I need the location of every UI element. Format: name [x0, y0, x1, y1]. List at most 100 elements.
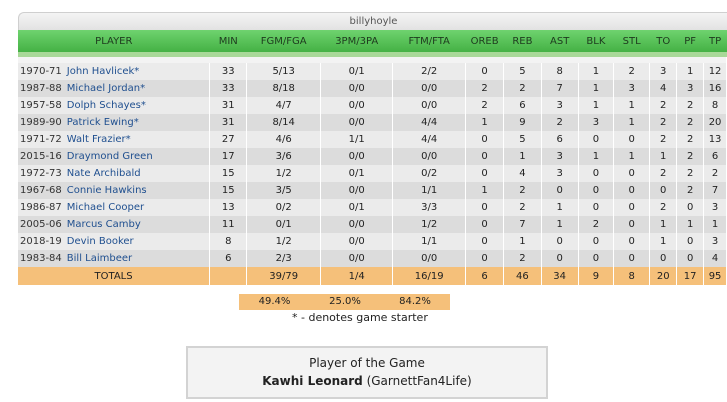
col-header-stl[interactable]: STL: [613, 30, 650, 57]
stat-to: 1: [649, 216, 678, 233]
stat-blk: 0: [578, 182, 615, 199]
table-spacer: [18, 54, 727, 63]
player-link[interactable]: John Havlicek*: [66, 66, 140, 77]
stat-stl: 0: [613, 165, 651, 182]
potg-player-name: Kawhi Leonard: [262, 374, 363, 388]
player-cell: 1987-88 Michael Jordan*: [18, 80, 211, 97]
stat-ast: 3: [541, 165, 579, 182]
stat-stl: 2: [613, 63, 651, 80]
season-label: 1983-84: [20, 253, 62, 264]
col-header-min[interactable]: MIN: [209, 30, 247, 57]
col-header-to[interactable]: TO: [649, 30, 677, 57]
player-link[interactable]: Nate Archibald: [66, 168, 141, 179]
stat-stl: 3: [613, 80, 651, 97]
player-link[interactable]: Marcus Camby: [66, 219, 141, 230]
stat-min: 31: [209, 114, 248, 131]
player-link[interactable]: Michael Jordan*: [66, 83, 146, 94]
stat-ast: 0: [541, 182, 579, 199]
player-cell: 1970-71 John Havlicek*: [18, 63, 211, 80]
player-link[interactable]: Devin Booker: [66, 236, 134, 247]
potg-winner: Kawhi Leonard (GarnettFan4Life): [188, 374, 546, 388]
col-header-3pt[interactable]: 3PM/3PA: [320, 30, 393, 57]
totals-fg: 39/79: [246, 267, 321, 285]
stat-ft: 1/1: [392, 182, 466, 199]
col-header-reb[interactable]: REB: [503, 30, 542, 57]
player-of-the-game-box: Player of the Game Kawhi Leonard (Garnet…: [186, 346, 548, 399]
stat-reb: 2: [503, 250, 542, 267]
player-link[interactable]: Patrick Ewing*: [66, 117, 139, 128]
stat-pts: 2: [703, 165, 727, 182]
stat-oreb: 0: [465, 250, 505, 267]
season-label: 2018-19: [20, 236, 62, 247]
stat-blk: 2: [578, 216, 615, 233]
stat-tp3: 1/1: [320, 131, 394, 148]
stat-min: 27: [209, 131, 248, 148]
stat-fg: 5/13: [246, 63, 321, 80]
stat-fg: 4/7: [246, 97, 321, 114]
stat-oreb: 0: [465, 148, 505, 165]
player-link[interactable]: Bill Laimbeer: [66, 253, 133, 264]
col-header-ast[interactable]: AST: [541, 30, 579, 57]
player-link[interactable]: Dolph Schayes*: [66, 100, 146, 111]
stat-ast: 0: [541, 250, 579, 267]
table-row: 1989-90 Patrick Ewing* 31 8/14 0/0 4/4 1 9 2 3 1 2 2…: [18, 114, 727, 131]
stat-ft: 1/2: [392, 216, 466, 233]
stat-to: 2: [649, 114, 678, 131]
stat-pf: 0: [676, 233, 705, 250]
table-row: 1983-84 Bill Laimbeer 6 2/3 0/0 0/0 0 2 0 0 0 0 0 4: [18, 250, 727, 267]
table-row: 1957-58 Dolph Schayes* 31 4/7 0/0 0/0 2 6 3 1 1 2 2 8: [18, 97, 727, 114]
stat-reb: 5: [503, 63, 542, 80]
season-label: 1987-88: [20, 83, 62, 94]
stat-fg: 0/2: [246, 199, 321, 216]
stat-tp3: 0/0: [320, 233, 394, 250]
stat-pf: 0: [676, 199, 705, 216]
stat-to: 0: [649, 182, 678, 199]
stat-to: 2: [649, 131, 678, 148]
stat-to: 1: [649, 233, 678, 250]
stat-reb: 2: [503, 199, 542, 216]
stat-ast: 0: [541, 233, 579, 250]
season-label: 1989-90: [20, 117, 62, 128]
player-cell: 2015-16 Draymond Green: [18, 148, 211, 165]
stat-to: 2: [649, 97, 678, 114]
stat-pf: 2: [676, 97, 705, 114]
stat-pts: 7: [703, 182, 727, 199]
col-header-ft[interactable]: FTM/FTA: [392, 30, 466, 57]
totals-reb: 46: [503, 267, 542, 285]
player-link[interactable]: Walt Frazier*: [66, 134, 131, 145]
totals-label: TOTALS: [18, 267, 211, 285]
player-link[interactable]: Connie Hawkins: [66, 185, 147, 196]
stat-ast: 1: [541, 216, 579, 233]
season-label: 1986-87: [20, 202, 62, 213]
table-row: 1986-87 Michael Cooper 13 0/2 0/1 3/3 0 2 1 0 0 2 0 3: [18, 199, 727, 216]
player-cell: 1971-72 Walt Frazier*: [18, 131, 211, 148]
stat-tp3: 0/0: [320, 216, 394, 233]
player-link[interactable]: Michael Cooper: [66, 202, 145, 213]
col-header-blk[interactable]: BLK: [578, 30, 614, 57]
stat-blk: 0: [578, 233, 615, 250]
col-header-fg[interactable]: FGM/FGA: [246, 30, 321, 57]
stat-oreb: 0: [465, 233, 505, 250]
stat-ft: 4/4: [392, 131, 466, 148]
stat-min: 33: [209, 80, 248, 97]
player-cell: 2005-06 Marcus Camby: [18, 216, 211, 233]
stat-pf: 1: [676, 63, 705, 80]
stat-pts: 16: [703, 80, 727, 97]
stat-blk: 1: [578, 97, 615, 114]
col-header-tp[interactable]: TP: [703, 30, 727, 57]
player-link[interactable]: Draymond Green: [66, 151, 153, 162]
potg-label: Player of the Game: [309, 356, 425, 370]
stat-oreb: 1: [465, 182, 505, 199]
stat-reb: 9: [503, 114, 542, 131]
stat-blk: 0: [578, 199, 615, 216]
3pt-percentage: 25.0%: [310, 294, 380, 310]
header-row: PLAYER MIN FGM/FGA 3PM/3PA FTM/FTA OREB …: [18, 30, 727, 57]
col-header-oreb[interactable]: OREB: [465, 30, 504, 57]
stat-ft: 0/0: [392, 250, 466, 267]
stat-fg: 8/14: [246, 114, 321, 131]
season-label: 1972-73: [20, 168, 62, 179]
col-header-player[interactable]: PLAYER: [18, 30, 210, 57]
stat-pf: 3: [676, 80, 705, 97]
col-header-pf[interactable]: PF: [676, 30, 704, 57]
stat-ft: 0/2: [392, 165, 466, 182]
